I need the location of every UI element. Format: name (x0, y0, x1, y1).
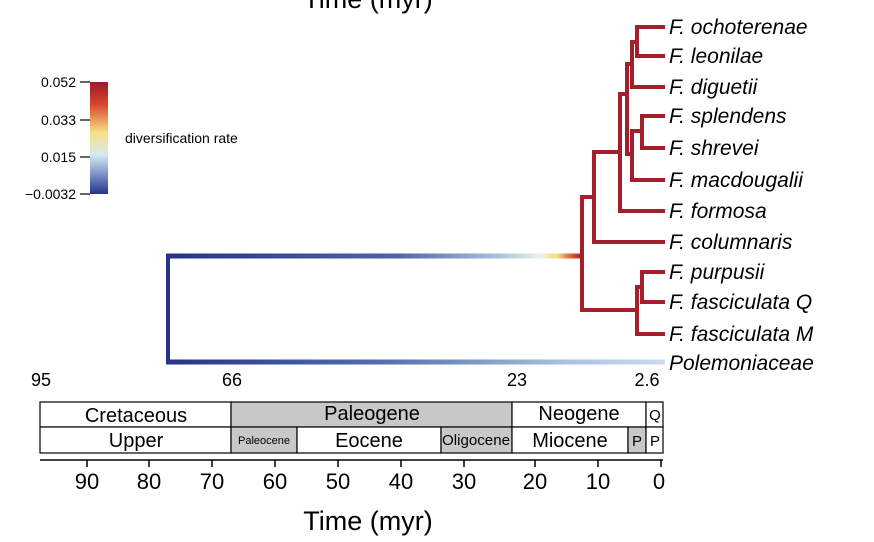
epoch-eocene (296, 426, 442, 454)
legend-tick-label: −0.0032 (25, 186, 76, 202)
legend-tick-label: 0.033 (41, 112, 76, 128)
axis-tick-label: 10 (586, 469, 610, 494)
epoch-label: Miocene (532, 430, 608, 452)
tip-labels: F. ochoterenae F. leonilae F. diguetii F… (669, 16, 814, 375)
epoch-label: Eocene (335, 430, 403, 452)
legend-tick-label: 0.015 (41, 149, 76, 165)
tip-label: F. formosa (669, 200, 767, 223)
period-label: Paleogene (324, 403, 420, 425)
legend-tick-label: 0.052 (41, 74, 76, 90)
period-neogene (511, 401, 647, 428)
axis-tick-label: 60 (263, 469, 287, 494)
period-cretaceous (39, 401, 232, 428)
phylogenetic-tree (166, 25, 665, 365)
crown-branches (580, 25, 665, 336)
epoch-upper (39, 426, 232, 454)
epoch-label: Paleocene (238, 435, 290, 447)
tip-label: F. diguetii (669, 76, 759, 99)
epoch-miocene (511, 426, 629, 454)
axis-tick-label: 20 (523, 469, 547, 494)
axis-tick-label: 50 (326, 469, 350, 494)
tip-label: F. fasciculata Q (669, 291, 812, 314)
tip-label: F. macdougalii (669, 169, 804, 192)
legend: 0.052 0.033 0.015 −0.0032 diversificatio… (25, 74, 238, 202)
tip-label: F. ochoterenae (669, 16, 808, 39)
epoch-label: Upper (109, 430, 164, 452)
tip-label: F. leonilae (669, 45, 763, 68)
period-label: Cretaceous (85, 405, 187, 427)
node-age-label: 23 (507, 370, 527, 390)
period-label: Q (649, 407, 661, 424)
tip-label: Polemoniaceae (669, 352, 814, 375)
epoch-label: P (632, 433, 642, 450)
legend-label: diversification rate (125, 130, 238, 146)
node-age-label: 95 (31, 370, 51, 390)
tip-label: F. splendens (669, 105, 787, 128)
axis-tick-label: 90 (75, 469, 99, 494)
epoch-paleocene (230, 426, 298, 454)
legend-colorbar (90, 82, 108, 194)
tip-label: F. fasciculata M (669, 323, 814, 346)
top-title: Time (myr) (303, 0, 432, 14)
axis-tick-label: 0 (653, 469, 665, 494)
epoch-label: P (650, 433, 660, 450)
epoch-oligocene (440, 426, 513, 454)
tip-label: F. shrevei (669, 137, 760, 160)
period-label: Neogene (538, 403, 619, 425)
axis-tick-label: 30 (452, 469, 476, 494)
time-axis-ticks (86, 460, 662, 467)
node-age-labels: 95 66 23 2.6 (31, 370, 660, 390)
epoch-label: Oligocene (442, 432, 510, 449)
bottom-axis-title: Time (myr) (303, 506, 432, 536)
axis-tick-label: 80 (137, 469, 161, 494)
axis-tick-label: 70 (200, 469, 224, 494)
tip-label: F. purpusii (669, 261, 766, 284)
geologic-timescale: Cretaceous Paleogene Neogene Q Upper Pal… (39, 401, 665, 494)
tip-label: F. columnaris (669, 231, 793, 254)
node-age-label: 66 (222, 370, 242, 390)
axis-tick-label: 40 (389, 469, 413, 494)
epoch-pleistocene (645, 426, 664, 454)
node-age-label: 2.6 (634, 370, 659, 390)
